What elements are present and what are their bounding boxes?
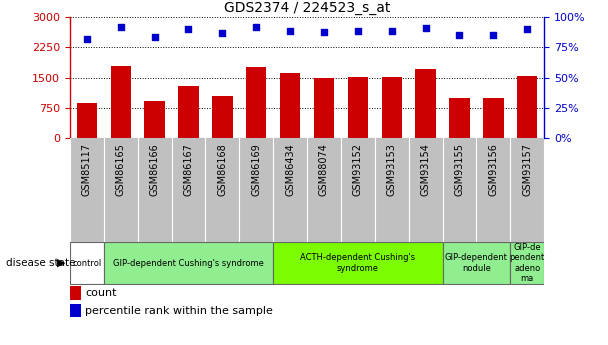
Bar — [510, 242, 544, 284]
Bar — [111, 66, 131, 138]
Text: GSM86169: GSM86169 — [251, 143, 261, 196]
Bar — [483, 98, 503, 138]
Text: disease state: disease state — [6, 258, 75, 268]
Text: control: control — [72, 258, 102, 268]
Text: GSM93153: GSM93153 — [387, 143, 397, 196]
Point — [184, 27, 193, 32]
Point — [319, 29, 329, 34]
Point — [353, 28, 363, 33]
Point — [218, 30, 227, 36]
Point — [522, 27, 532, 32]
Bar — [348, 77, 368, 138]
Point — [455, 33, 465, 38]
Text: GSM86166: GSM86166 — [150, 143, 160, 196]
Text: GIP-de
pendent
adeno
ma: GIP-de pendent adeno ma — [510, 243, 545, 283]
Text: GSM88074: GSM88074 — [319, 143, 329, 196]
Title: GDS2374 / 224523_s_at: GDS2374 / 224523_s_at — [224, 1, 390, 15]
Text: GSM93154: GSM93154 — [421, 143, 430, 196]
Text: ▶: ▶ — [57, 258, 66, 268]
Text: GSM86165: GSM86165 — [116, 143, 126, 196]
Point — [488, 33, 498, 38]
Bar — [517, 76, 537, 138]
Text: GSM93152: GSM93152 — [353, 143, 363, 196]
Text: GSM85117: GSM85117 — [82, 143, 92, 196]
Bar — [246, 67, 266, 138]
Bar — [415, 69, 436, 138]
Bar — [145, 101, 165, 138]
Bar — [273, 242, 443, 284]
Point — [150, 34, 159, 39]
Bar — [449, 98, 469, 138]
Text: GIP-dependent
nodule: GIP-dependent nodule — [445, 253, 508, 273]
Bar — [70, 242, 104, 284]
Point — [387, 28, 396, 33]
Text: GSM93157: GSM93157 — [522, 143, 532, 196]
Bar — [382, 77, 402, 138]
Text: GSM86434: GSM86434 — [285, 143, 295, 196]
Text: GSM93156: GSM93156 — [488, 143, 499, 196]
Text: percentile rank within the sample: percentile rank within the sample — [85, 306, 273, 315]
Bar — [443, 242, 510, 284]
Bar — [314, 78, 334, 138]
Point — [251, 24, 261, 30]
Text: GSM86168: GSM86168 — [217, 143, 227, 196]
Bar — [178, 87, 199, 138]
Text: GIP-dependent Cushing's syndrome: GIP-dependent Cushing's syndrome — [113, 258, 264, 268]
Point — [421, 26, 430, 31]
Text: GSM93155: GSM93155 — [454, 143, 465, 196]
Bar — [77, 102, 97, 138]
Text: GSM86167: GSM86167 — [184, 143, 193, 196]
Bar — [280, 73, 300, 138]
Text: ACTH-dependent Cushing's
syndrome: ACTH-dependent Cushing's syndrome — [300, 253, 415, 273]
Point — [285, 28, 295, 33]
Point — [116, 24, 126, 30]
Text: count: count — [85, 288, 117, 298]
Bar — [104, 242, 273, 284]
Bar — [212, 96, 232, 138]
Point — [82, 36, 92, 42]
